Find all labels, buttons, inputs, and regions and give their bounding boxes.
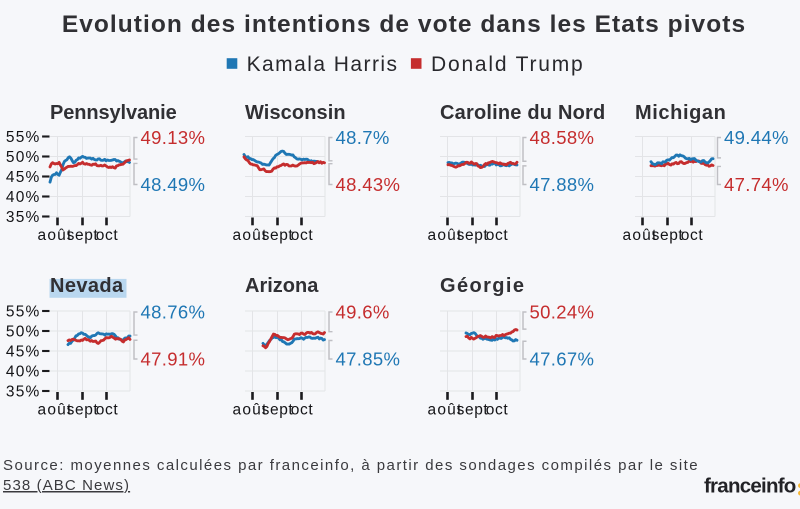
svg-text:Nevada: Nevada <box>50 275 124 297</box>
svg-text:août: août <box>428 227 463 244</box>
svg-text:août: août <box>38 402 73 419</box>
svg-text:50.24%: 50.24% <box>530 302 595 323</box>
svg-text:Kamala Harris: Kamala Harris <box>247 53 399 76</box>
svg-text:50%: 50% <box>6 149 41 166</box>
svg-text:40%: 40% <box>6 364 41 381</box>
svg-text:40%: 40% <box>6 189 41 206</box>
svg-text:Wisconsin: Wisconsin <box>245 102 346 124</box>
svg-text:47.91%: 47.91% <box>141 349 206 370</box>
svg-text:oct: oct <box>96 227 119 244</box>
svg-text:45%: 45% <box>6 169 41 186</box>
svg-text:48.49%: 48.49% <box>141 174 206 195</box>
svg-text:48.58%: 48.58% <box>530 127 595 148</box>
svg-text:sept: sept <box>67 227 99 244</box>
svg-text:47.67%: 47.67% <box>530 349 595 370</box>
svg-text:août: août <box>233 227 268 244</box>
svg-text:Géorgie: Géorgie <box>440 275 525 297</box>
svg-text:45%: 45% <box>6 344 41 361</box>
svg-text:sept: sept <box>457 402 489 419</box>
svg-text:franceinfo: franceinfo <box>704 474 796 497</box>
svg-text:août: août <box>428 402 463 419</box>
svg-text:55%: 55% <box>6 129 41 146</box>
svg-text:sept: sept <box>262 227 294 244</box>
svg-text:Source: moyennes calculées par: Source: moyennes calculées par franceinf… <box>3 457 699 474</box>
svg-text:Pennsylvanie: Pennsylvanie <box>50 102 177 124</box>
svg-text:Evolution des intentions de vo: Evolution des intentions de vote dans le… <box>62 11 746 38</box>
svg-text:50%: 50% <box>6 324 41 341</box>
svg-text:oct: oct <box>486 402 509 419</box>
svg-text:Donald Trump: Donald Trump <box>431 53 585 76</box>
svg-text:oct: oct <box>486 227 509 244</box>
svg-text:47.85%: 47.85% <box>336 349 401 370</box>
svg-text:sept: sept <box>262 402 294 419</box>
svg-text:oct: oct <box>291 227 314 244</box>
svg-text:sept: sept <box>457 227 489 244</box>
svg-text:49.6%: 49.6% <box>336 302 390 323</box>
svg-text:Michigan: Michigan <box>635 102 726 124</box>
svg-text:48.7%: 48.7% <box>336 127 390 148</box>
svg-text:47.74%: 47.74% <box>724 174 789 195</box>
svg-text:55%: 55% <box>6 304 41 321</box>
svg-text:538 (ABC News): 538 (ABC News) <box>3 477 130 494</box>
svg-text:48.43%: 48.43% <box>336 174 401 195</box>
svg-text:47.88%: 47.88% <box>530 174 595 195</box>
svg-text:Caroline du Nord: Caroline du Nord <box>440 102 605 124</box>
svg-text:août: août <box>623 227 658 244</box>
svg-text:sept: sept <box>67 402 99 419</box>
svg-text:49.44%: 49.44% <box>724 127 789 148</box>
svg-text:oct: oct <box>291 402 314 419</box>
svg-text:35%: 35% <box>6 384 41 401</box>
svg-text:sept: sept <box>652 227 684 244</box>
svg-text:Arizona: Arizona <box>245 275 319 297</box>
svg-text:48.76%: 48.76% <box>141 302 206 323</box>
svg-text:49.13%: 49.13% <box>141 127 206 148</box>
svg-text:35%: 35% <box>6 209 41 226</box>
svg-text:oct: oct <box>681 227 704 244</box>
svg-text:août: août <box>233 402 268 419</box>
svg-text:août: août <box>38 227 73 244</box>
svg-text:oct: oct <box>96 402 119 419</box>
